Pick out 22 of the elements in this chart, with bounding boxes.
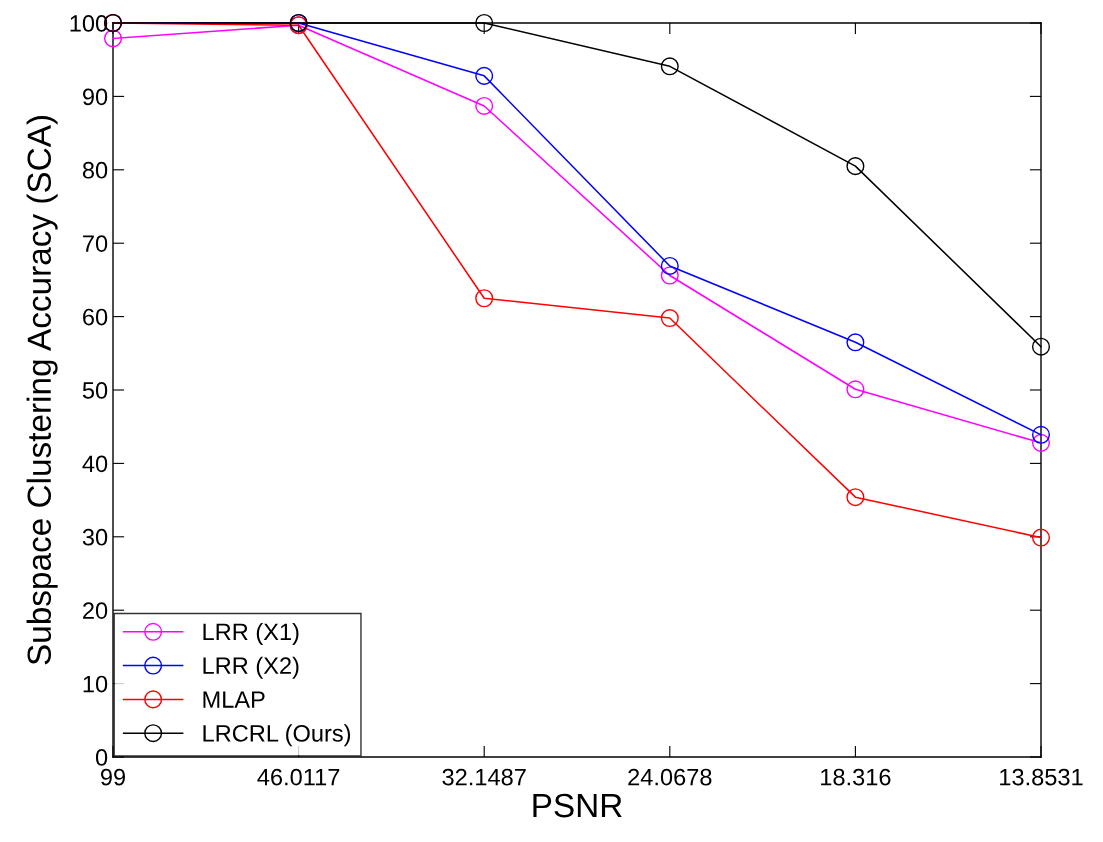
x-tick-label: 46.0117 xyxy=(257,768,340,786)
y-tick-label: 10 xyxy=(83,675,108,693)
legend-label: LRR (X2) xyxy=(203,656,299,679)
y-tick-label: 70 xyxy=(83,235,108,252)
y-axis-title: Subspace Clustering Accuracy (SCA) xyxy=(26,116,58,665)
x-tick-label: 13.8531 xyxy=(1000,768,1083,786)
legend-label: LRCRL (Ours) xyxy=(203,724,351,747)
y-tick-label: 60 xyxy=(83,308,108,326)
y-tick-label: 90 xyxy=(82,88,108,106)
x-axis-title: PSNR xyxy=(533,793,622,818)
legend-label: LRR (X1) xyxy=(203,622,299,645)
x-tick-label: 18.316 xyxy=(821,768,891,786)
y-tick-label: 40 xyxy=(82,455,108,473)
y-tick-label: 20 xyxy=(83,602,108,619)
x-tick-label: 24.0678 xyxy=(628,768,712,786)
y-tick-label: 30 xyxy=(82,528,108,546)
x-tick-label: 99 xyxy=(100,768,126,786)
y-tick-label: 50 xyxy=(82,382,108,399)
y-tick-label: 80 xyxy=(82,161,108,179)
legend-label: MLAP xyxy=(203,691,265,708)
y-tick-label: 0 xyxy=(95,749,108,766)
x-tick-label: 32.1487 xyxy=(442,768,526,786)
